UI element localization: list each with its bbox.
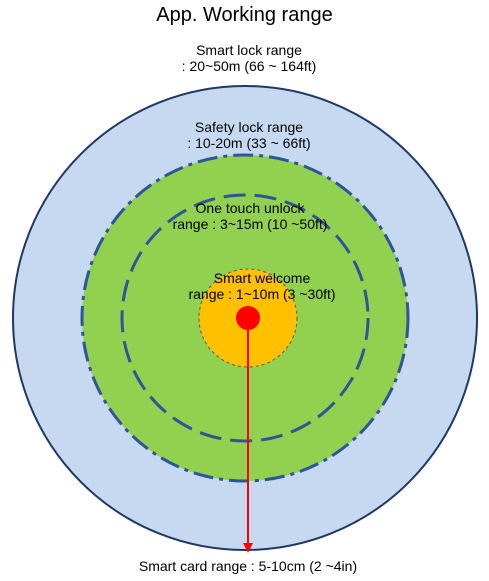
- smart-welcome-label: Smart welcome range : 1~10m (3 ~30ft): [132, 270, 392, 302]
- smart-lock-range-distance: : 20~50m (66 ~ 164ft): [181, 58, 317, 75]
- safety-lock-range-name: Safety lock range: [194, 119, 304, 135]
- one-touch-unlock-label: One touch unlock range : 3~15m (10 ~50ft…: [120, 200, 380, 232]
- one-touch-unlock-name: One touch unlock: [195, 200, 305, 216]
- smart-welcome-name: Smart welcome: [213, 270, 311, 286]
- center-dot: [236, 306, 260, 330]
- smart-welcome-distance: range : 1~10m (3 ~30ft): [188, 286, 336, 303]
- smart-lock-range-name: Smart lock range: [196, 42, 302, 58]
- smart-card-range-label: Smart card range : 5-10cm (2 ~4in): [138, 558, 358, 574]
- one-touch-unlock-ring: [120, 193, 370, 443]
- one-touch-unlock-distance: range : 3~15m (10 ~50ft): [172, 216, 328, 233]
- diagram-title: App. Working range: [156, 4, 333, 26]
- safety-lock-range-distance: : 10-20m (33 ~ 66ft): [187, 135, 311, 152]
- safety-lock-range-label: Safety lock range : 10-20m (33 ~ 66ft): [119, 119, 379, 151]
- smart-lock-range-label: Smart lock range : 20~50m (66 ~ 164ft): [119, 42, 379, 74]
